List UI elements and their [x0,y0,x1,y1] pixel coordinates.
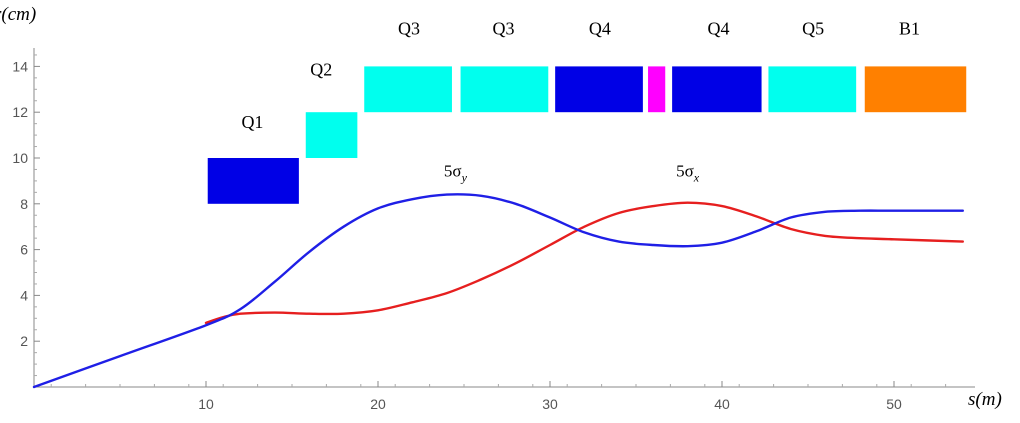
magnet-label-2: Q3 [398,18,420,38]
magnet-block-2 [364,66,452,113]
magnet-label-1: Q2 [310,60,332,80]
axes [33,48,975,388]
magnet-block-1 [305,112,358,158]
y-tick-label-2: 2 [20,333,28,349]
y-tick-label-12: 12 [12,104,28,120]
magnet-block-7 [768,66,857,113]
magnet-block-5 [648,66,666,113]
x-tick-label-30: 30 [542,396,558,412]
magnet-block-6 [672,66,762,113]
x-tick-label-20: 20 [370,396,386,412]
y-tick-label-10: 10 [12,150,28,166]
series-line-x [204,201,964,325]
magnet-block-3 [460,66,549,113]
series-label-y: 5σy [444,161,468,184]
magnet-label-6: Q4 [708,18,730,38]
magnet-label-7: Q5 [802,18,824,38]
magnet-block-0 [207,158,299,204]
series-lines [32,193,964,389]
axis-ticks: 10 20 30 40 50 2 4 6 8 10 12 14 [12,54,947,412]
magnet-label-3: Q3 [493,18,515,38]
y-axis-title: r(cm) [0,4,36,25]
series-labels: 5σy 5σx [444,161,700,184]
y-tick-label-8: 8 [20,196,28,212]
x-tick-label-40: 40 [714,396,730,412]
y-tick-label-4: 4 [20,287,28,303]
x-tick-label-10: 10 [198,396,214,412]
x-tick-label-50: 50 [886,396,902,412]
magnet-block-4 [555,66,643,113]
series-line-y [32,193,964,389]
x-axis-title: s(m) [968,389,1002,410]
y-tick-label-6: 6 [20,242,28,258]
magnet-layout: Q1 Q2 Q3 Q3 Q4 Q4 Q5 B1 [207,18,967,204]
magnet-block-8 [864,66,967,113]
series-label-x: 5σx [676,161,700,184]
magnet-label-0: Q1 [241,112,263,132]
y-tick-label-14: 14 [12,58,28,74]
magnet-label-4: Q4 [589,18,611,38]
magnet-label-8: B1 [899,18,920,38]
